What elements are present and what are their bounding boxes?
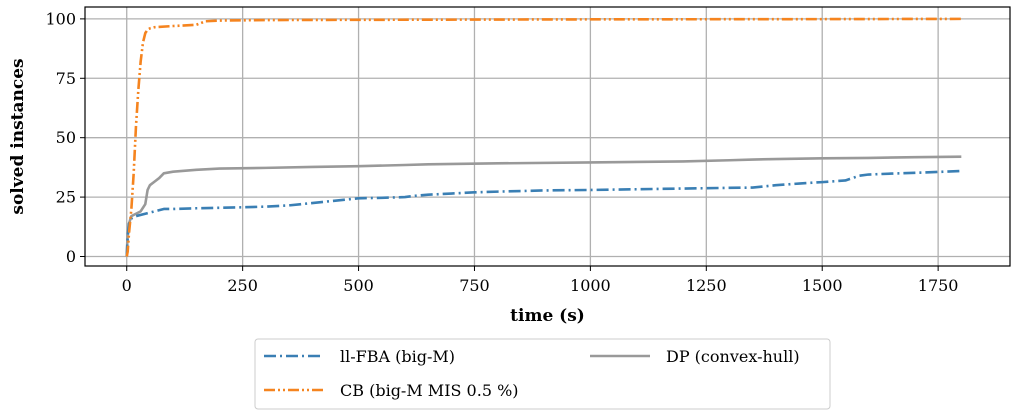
x-tick-label: 1750: [918, 276, 959, 295]
x-tick-label: 1000: [570, 276, 611, 295]
series-line-ll-fba: [125, 169, 962, 257]
plot-lines: [125, 17, 962, 257]
y-tick-label: 50: [56, 128, 76, 147]
legend-label-cb: CB (big-M MIS 0.5 %): [340, 381, 519, 400]
y-axis-title: solved instances: [8, 58, 28, 214]
legend-label-dp: DP (convex-hull): [666, 347, 800, 366]
plot-frame: [84, 6, 1011, 267]
y-tick-label: 25: [56, 188, 76, 207]
legend-box: [254, 338, 831, 410]
x-tick-label: 1500: [802, 276, 843, 295]
x-tick-label: 750: [459, 276, 490, 295]
series-line-dp: [125, 155, 962, 257]
y-tick-label: 75: [56, 69, 76, 88]
x-tick-label: 250: [227, 276, 258, 295]
series-line-cb: [125, 17, 962, 257]
grid: [85, 7, 1010, 266]
legend-label-ll-fba: ll-FBA (big-M): [340, 347, 455, 366]
legend: ll-FBA (big-M) CB (big-M MIS 0.5 %) DP (…: [254, 338, 831, 410]
y-tick-label: 100: [45, 9, 76, 28]
x-tick-label: 500: [343, 276, 374, 295]
y-tick-label: 0: [66, 247, 76, 266]
axis-ticks: 0 250 500 750 1000 1250 1500 1750 0 25 50 75 100: [45, 9, 958, 295]
x-axis-title: time (s): [510, 306, 585, 326]
x-tick-label: 1250: [686, 276, 727, 295]
x-tick-label: 0: [122, 276, 132, 295]
